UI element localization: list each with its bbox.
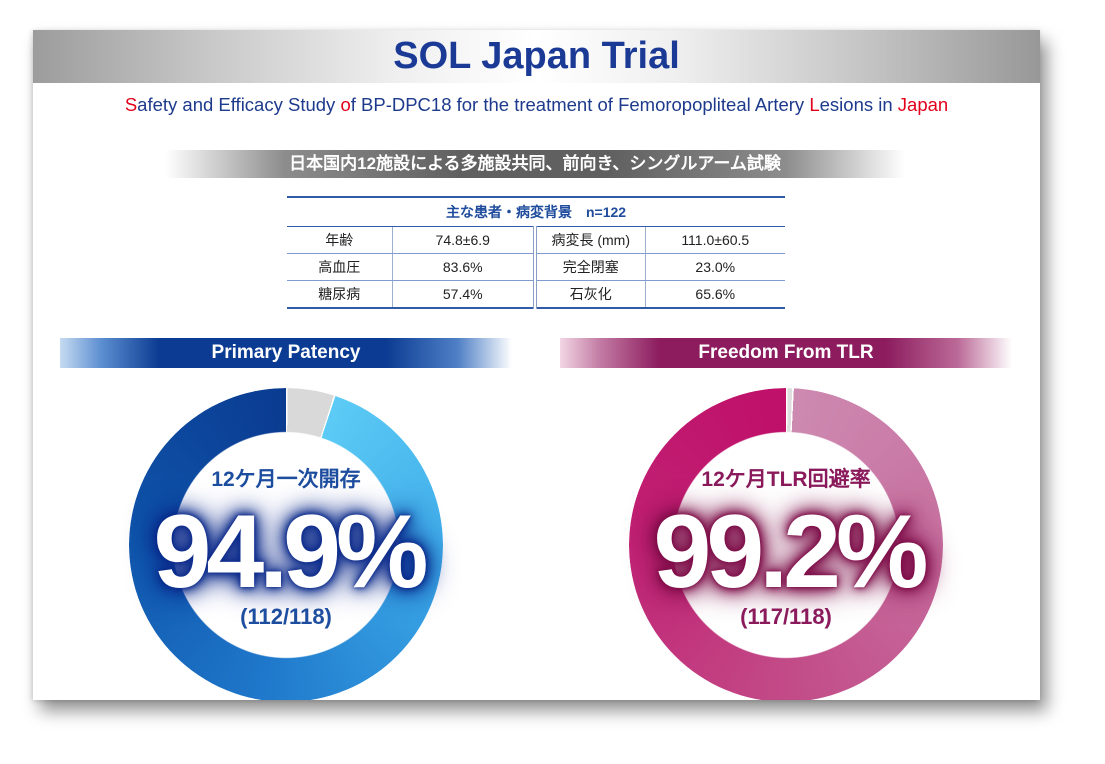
donut-value-label: 99.2% xyxy=(653,494,929,610)
donut-center-label: 12ケ月TLR回避率 xyxy=(701,468,871,491)
donut-slice-remainder xyxy=(129,388,443,700)
baseline-characteristics-table: 主な患者・病変背景 n=122 年齢 74.8±6.9 病変長 (mm) 111… xyxy=(287,196,786,309)
donut-slice-remainder xyxy=(629,388,943,700)
subtitle-part: esions in xyxy=(819,94,898,115)
table-cell-value: 83.6% xyxy=(391,253,535,281)
infographic-slide: SOL Japan Trial Safety and Efficacy Stud… xyxy=(33,30,1040,700)
table-cell-value: 57.4% xyxy=(391,280,535,309)
table-cell-value: 111.0±60.5 xyxy=(644,226,786,254)
donut-count-label: (112/118) xyxy=(240,604,332,629)
trial-full-name: Safety and Efficacy Study of BP-DPC18 fo… xyxy=(33,93,1040,117)
subtitle-part: afety and Efficacy Study xyxy=(137,94,341,115)
table-row: 高血圧 83.6% 完全閉塞 23.0% xyxy=(287,253,786,281)
table-cell-label: 年齢 xyxy=(287,226,392,254)
primary-patency-panel: Primary Patency 12ケ月一次開存 94.9% (112/118) xyxy=(33,330,536,700)
table-cell-label: 高血圧 xyxy=(287,253,392,281)
table-cell-label: 病変長 (mm) xyxy=(533,226,645,254)
freedom-from-tlr-banner: Freedom From TLR xyxy=(560,338,1012,368)
table-row: 年齢 74.8±6.9 病変長 (mm) 111.0±60.5 xyxy=(287,226,786,254)
freedom-from-tlr-panel: Freedom From TLR 12ケ月TLR回避率 99.2% (117/1… xyxy=(536,330,1040,700)
table-cell-value: 23.0% xyxy=(644,253,786,281)
study-design-banner: 日本国内12施設による多施設共同、前向き、シングルアーム試験 xyxy=(165,150,905,178)
freedom-from-tlr-donut: 12ケ月TLR回避率 99.2% (117/118) xyxy=(629,388,943,700)
table-cell-value: 65.6% xyxy=(644,280,786,309)
table-caption: 主な患者・病変背景 n=122 xyxy=(287,196,786,227)
subtitle-part: Japan xyxy=(897,94,949,115)
subtitle-part: S xyxy=(124,94,138,115)
primary-patency-donut: 12ケ月一次開存 94.9% (112/118) xyxy=(129,388,443,700)
table-cell-label: 糖尿病 xyxy=(287,280,392,309)
title-bar: SOL Japan Trial xyxy=(33,30,1040,83)
table-row: 糖尿病 57.4% 石灰化 65.6% xyxy=(287,280,786,309)
page-title: SOL Japan Trial xyxy=(393,35,680,77)
primary-patency-banner: Primary Patency xyxy=(60,338,512,368)
table-cell-value: 74.8±6.9 xyxy=(391,226,535,254)
donut-center-label: 12ケ月一次開存 xyxy=(211,468,361,491)
table-cell-label: 石灰化 xyxy=(533,280,645,309)
table-cell-label: 完全閉塞 xyxy=(533,253,645,281)
subtitle-part: L xyxy=(809,94,820,115)
donut-value-label: 94.9% xyxy=(153,494,429,610)
donut-count-label: (117/118) xyxy=(740,604,832,629)
table-header-row: 主な患者・病変背景 n=122 xyxy=(287,196,786,227)
subtitle-part: o xyxy=(340,94,351,115)
subtitle-part: f BP-DPC18 for the treatment of Femoropo… xyxy=(350,94,810,115)
